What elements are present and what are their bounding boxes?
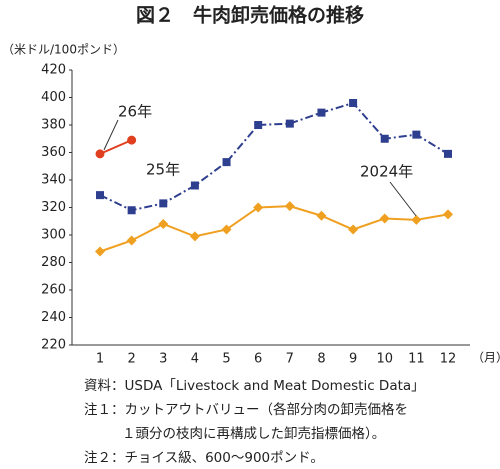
marker xyxy=(380,134,389,143)
marker xyxy=(349,99,358,107)
marker xyxy=(190,181,199,190)
marker xyxy=(127,206,136,215)
marker xyxy=(348,224,359,235)
note: １頭分の枝肉に再構成した卸売指標価格）。 xyxy=(122,426,385,442)
marker xyxy=(443,209,453,220)
x-tick-label: 10 xyxy=(376,352,393,367)
marker xyxy=(159,199,168,208)
y-tick-label: 240 xyxy=(41,310,66,325)
note: 注２：チョイス級、600～900ポンド。 xyxy=(84,450,324,466)
marker xyxy=(285,119,294,128)
marker xyxy=(317,108,326,117)
x-tick-label: 8 xyxy=(317,352,325,367)
x-tick-label: 6 xyxy=(254,352,262,367)
series-label: 25年 xyxy=(146,161,180,179)
marker xyxy=(222,158,231,167)
leader-line xyxy=(103,119,119,151)
y-tick-label: 320 xyxy=(41,200,66,215)
marker xyxy=(254,121,263,129)
x-tick-label: 11 xyxy=(408,352,425,367)
y-tick-label: 400 xyxy=(41,90,66,105)
marker xyxy=(444,149,452,158)
series-label: 26年 xyxy=(118,103,152,121)
series-line xyxy=(99,205,449,253)
x-tick-label: 4 xyxy=(191,352,199,367)
marker xyxy=(221,224,232,235)
y-tick-label: 300 xyxy=(41,228,66,243)
marker xyxy=(95,149,105,159)
x-tick-label: 5 xyxy=(222,352,230,367)
x-tick-label: 3 xyxy=(159,352,167,367)
marker xyxy=(189,231,200,242)
marker xyxy=(412,130,421,139)
leader-line xyxy=(389,181,417,217)
note: 資料：USDA「Livestock and Meat Domestic Data… xyxy=(84,378,425,394)
marker xyxy=(379,213,390,224)
marker xyxy=(411,214,422,225)
x-tick-label: 7 xyxy=(286,352,294,367)
marker xyxy=(96,191,104,200)
series-label: 2024年 xyxy=(360,163,413,181)
y-tick-label: 260 xyxy=(41,283,66,298)
x-tick-label: 2 xyxy=(127,352,135,367)
y-tick-label: 220 xyxy=(41,338,66,353)
marker xyxy=(127,135,137,145)
series-line xyxy=(99,139,133,155)
marker xyxy=(284,201,295,212)
y-tick-label: 280 xyxy=(41,255,66,270)
y-axis-label: （米ドル/100ポンド） xyxy=(2,43,125,57)
x-tick-label: 12 xyxy=(440,352,457,367)
chart-title: 図２ 牛肉卸売価格の推移 xyxy=(136,4,364,27)
marker xyxy=(316,210,327,221)
marker xyxy=(158,219,169,229)
y-tick-label: 360 xyxy=(41,145,66,160)
x-axis-label: （月） xyxy=(472,351,500,365)
x-tick-label: 9 xyxy=(349,352,357,367)
marker xyxy=(126,235,137,246)
marker xyxy=(95,246,105,257)
x-tick-label: 1 xyxy=(96,352,104,367)
note: 注１：カットアウトバリュー（各部分肉の卸売価格を xyxy=(84,402,408,418)
y-tick-label: 340 xyxy=(41,173,66,188)
y-tick-label: 380 xyxy=(41,118,66,133)
y-tick-label: 420 xyxy=(41,63,66,78)
series-line xyxy=(99,101,449,212)
marker xyxy=(253,202,264,213)
